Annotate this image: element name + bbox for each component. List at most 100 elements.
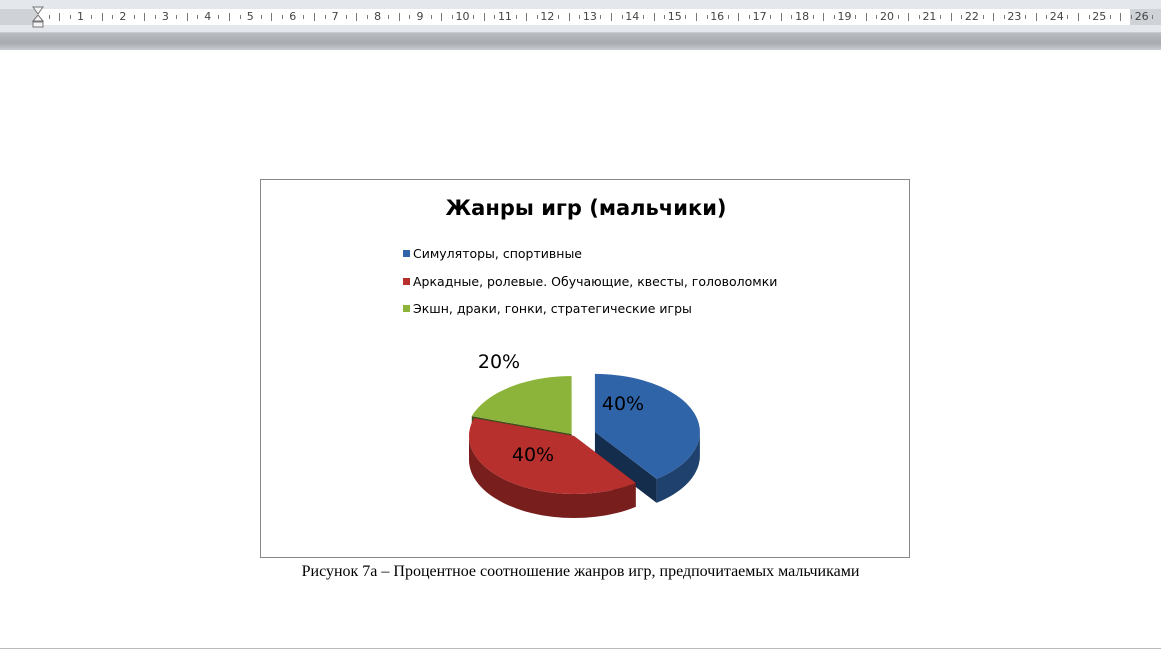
ruler-left-margin: [0, 9, 37, 25]
ruler-number: 14: [625, 10, 640, 23]
ruler-tick: [642, 15, 644, 19]
ruler-tick: [611, 13, 613, 21]
ruler-tick: [961, 15, 963, 19]
ruler-tick: [823, 13, 825, 21]
ruler-number: 1: [76, 10, 84, 23]
ruler-number: 21: [922, 10, 937, 23]
ruler-number: 18: [795, 10, 810, 23]
ruler-tick: [526, 13, 528, 21]
ruler-tick: [313, 13, 315, 21]
chart-title: Жанры игр (мальчики): [445, 196, 727, 220]
ruler-tick: [749, 15, 751, 19]
ruler-tick: [229, 13, 231, 21]
ruler-tick: [494, 15, 496, 19]
ruler-tick: [271, 13, 273, 21]
ruler-tick: [48, 15, 50, 19]
ruler-tick: [409, 15, 411, 19]
ruler-number: 2: [119, 10, 127, 23]
horizontal-ruler[interactable]: 1 2 3 4 5 6 7 8 9 10 11 12 13 14 15 16 17 18 19 20 21 22 23 24 2…: [0, 0, 1161, 33]
slice-wall: [594, 431, 657, 503]
ruler-tick: [568, 13, 570, 21]
ruler-tick: [876, 15, 878, 19]
ruler-tick: [738, 13, 740, 21]
ruler-tick: [855, 15, 857, 19]
legend-label: Экшн, драки, гонки, стратегические игры: [413, 301, 692, 316]
ruler-tick: [908, 13, 910, 21]
ruler-tick: [112, 15, 114, 19]
legend-swatch: [403, 250, 410, 257]
figure-caption: Рисунок 7а – Процентное соотношение жанр…: [301, 563, 860, 580]
ruler-tick: [865, 13, 867, 21]
ruler-tick: [1109, 15, 1111, 19]
ruler-tick: [600, 15, 602, 19]
ruler-number: 23: [1007, 10, 1022, 23]
ruler-tick: [515, 15, 517, 19]
ruler-tick: [1120, 13, 1122, 21]
ruler-number: 10: [455, 10, 470, 23]
ruler-tick: [1067, 15, 1069, 19]
ruler-tick: [239, 15, 241, 19]
ruler-tick: [1152, 15, 1154, 19]
ruler-number: 15: [667, 10, 682, 23]
ruler-tick: [558, 15, 559, 19]
ruler-tick: [218, 15, 220, 19]
ruler-number: 24: [1049, 10, 1064, 23]
slice-top: [594, 373, 700, 479]
ruler-tick: [175, 15, 177, 19]
ruler-tick: [1046, 15, 1048, 19]
ruler-tick: [621, 15, 623, 19]
ruler-tick: [695, 13, 697, 21]
ruler-tick: [473, 15, 475, 19]
ruler-tick: [430, 15, 432, 19]
ruler-number: 19: [837, 10, 852, 23]
ruler-tick: [579, 15, 581, 19]
legend-item: Симуляторы, спортивные: [403, 246, 582, 261]
ruler-tick: [706, 15, 708, 19]
ruler-tick: [940, 15, 942, 19]
ruler-tick: [1024, 15, 1026, 19]
legend-item: Аркадные, ролевые. Обучающие, квесты, го…: [403, 274, 777, 289]
slice-top: [469, 418, 636, 494]
legend-item: Экшн, драки, гонки, стратегические игры: [403, 301, 692, 316]
ruler-tick: [812, 15, 814, 19]
ruler-tick: [366, 15, 368, 19]
ruler-number: 3: [161, 10, 169, 23]
ruler-tick: [536, 15, 538, 19]
ruler-tick: [356, 13, 358, 21]
ruler-tick: [451, 15, 453, 19]
pie-plot: 40% 40% 20%: [469, 351, 700, 518]
ruler-tick: [324, 15, 326, 19]
ruler-tick: [59, 13, 61, 21]
ruler-number: 22: [964, 10, 979, 23]
legend-label: Симуляторы, спортивные: [413, 246, 583, 261]
ruler-tick: [197, 15, 199, 19]
ruler-tick: [303, 15, 305, 19]
ruler-right-margin: [1130, 9, 1161, 25]
indent-marker-icon[interactable]: [32, 6, 44, 28]
chart[interactable]: Жанры игр (мальчики) Симуляторы, спортив…: [260, 179, 910, 558]
data-label: 40%: [512, 444, 554, 466]
pie-slice: [469, 418, 636, 518]
ruler-tick: [993, 13, 995, 21]
ruler-tick: [398, 13, 400, 21]
ruler-tick: [918, 15, 920, 19]
slice-side: [656, 431, 700, 503]
slice-top: [471, 376, 572, 435]
ruler-tick: [982, 15, 984, 19]
ruler-number: 12: [540, 10, 555, 23]
ruler-tick: [791, 15, 793, 19]
ruler-number: 17: [752, 10, 767, 23]
ruler-number: 6: [289, 10, 297, 23]
legend-swatch: [403, 278, 410, 285]
ruler-tick: [897, 15, 899, 19]
legend-swatch: [403, 305, 410, 312]
ruler-number: 26: [1134, 10, 1149, 23]
ruler-tick: [1088, 15, 1090, 19]
legend-label: Аркадные, ролевые. Обучающие, квесты, го…: [413, 274, 778, 289]
ruler-tick: [1078, 13, 1080, 21]
ruler-tick: [154, 15, 156, 19]
slice-side: [469, 436, 636, 518]
ruler-tick: [664, 15, 666, 19]
ruler-tick: [685, 15, 687, 19]
ruler-tick: [91, 15, 93, 19]
